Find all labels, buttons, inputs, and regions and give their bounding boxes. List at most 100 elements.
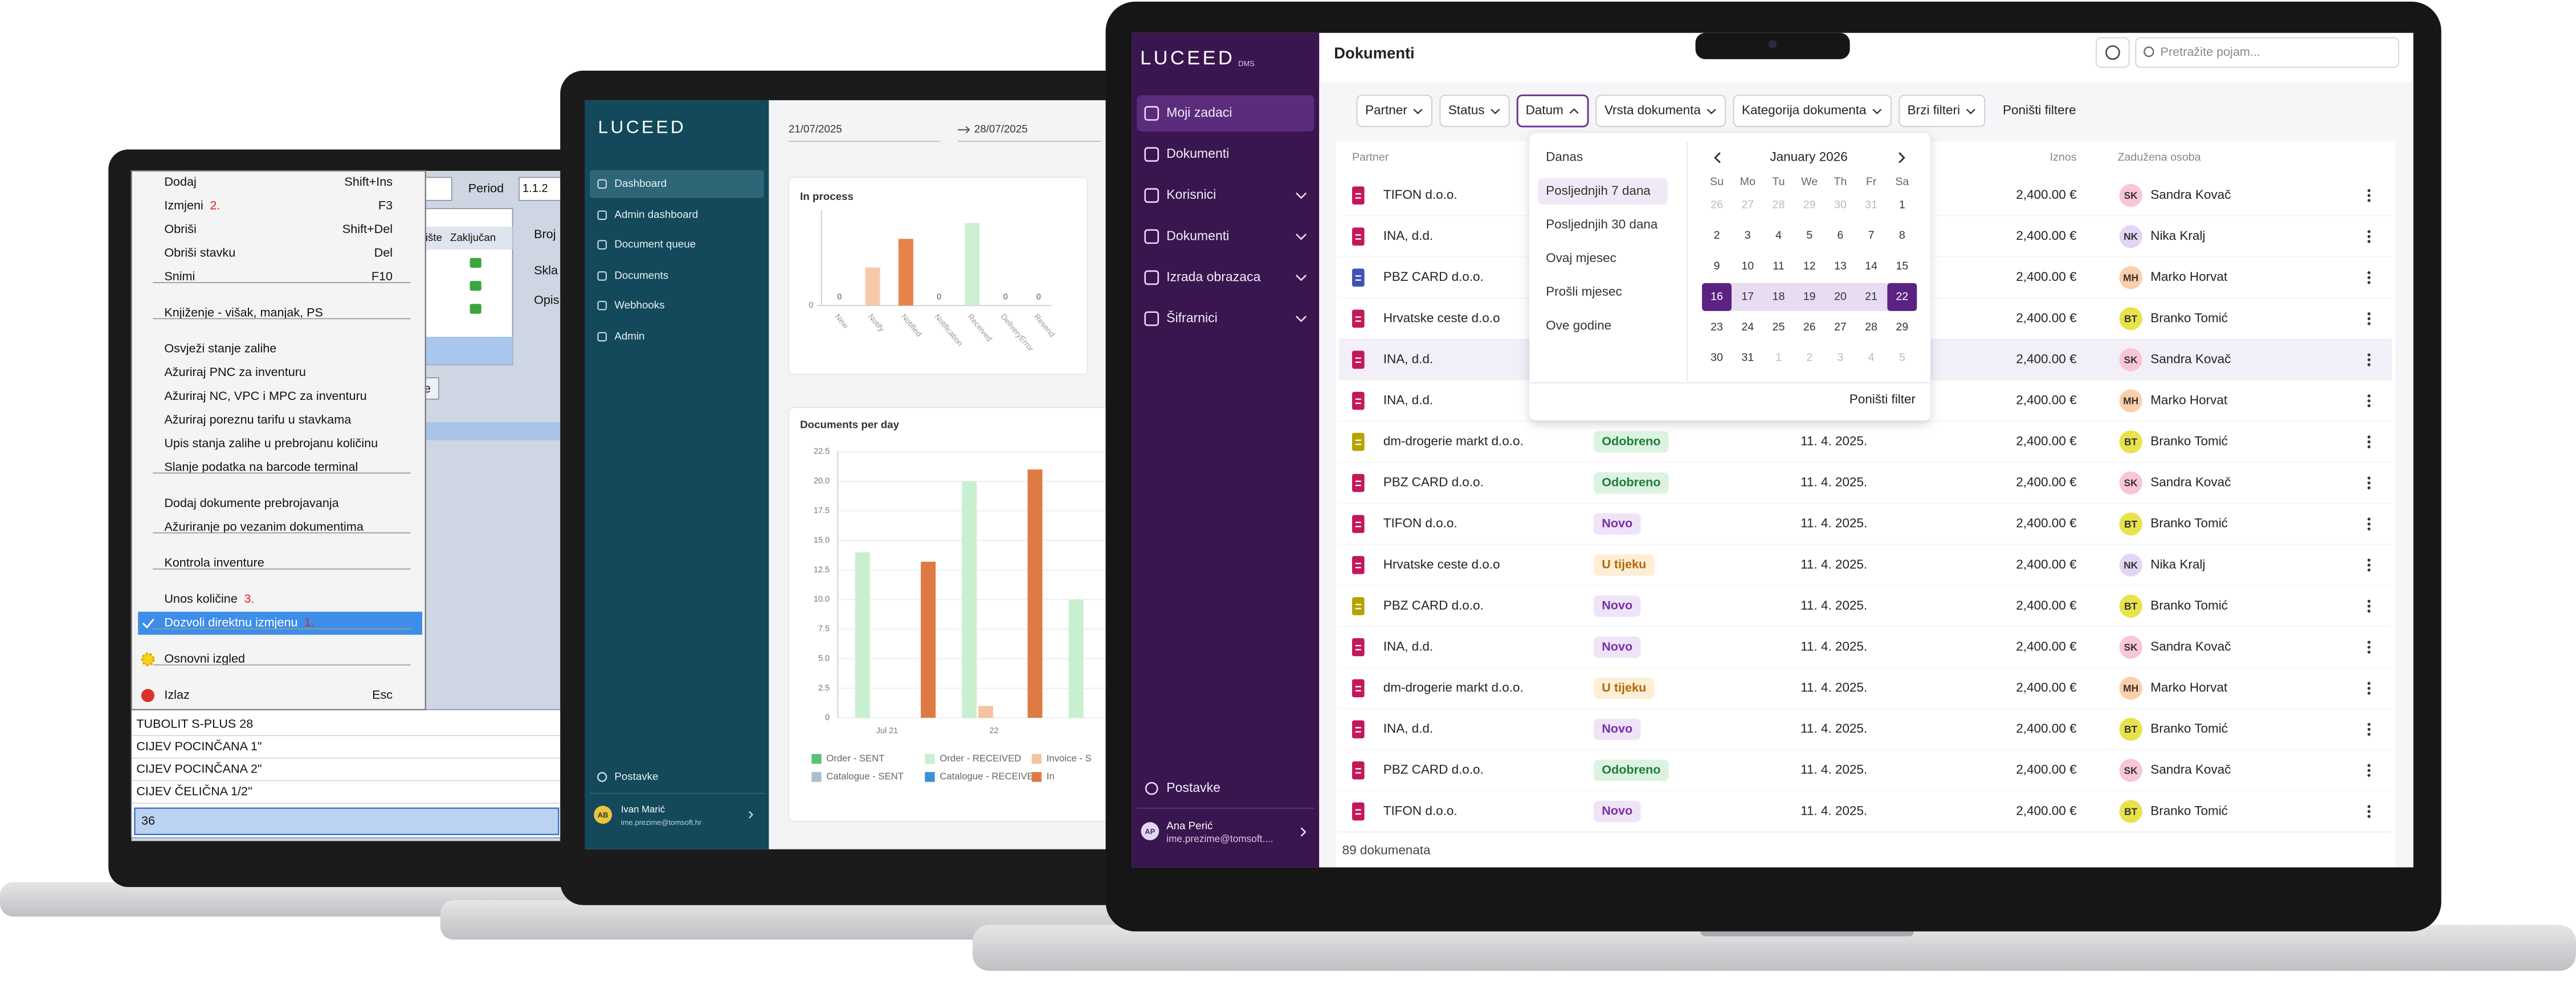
nav-item[interactable]: Dokumenti (1166, 146, 1229, 161)
prev-month[interactable] (1714, 152, 1721, 164)
nav-item[interactable]: Documents (614, 269, 668, 281)
table-row[interactable]: PBZ CARD d.o.o. Novo 11. 4. 2025. 2,400.00 … (1338, 585, 2393, 627)
menu-item[interactable]: Osnovni izgled (164, 651, 245, 665)
day[interactable]: 21 (1865, 290, 1877, 303)
filter-chip[interactable]: Brzi filteri (1899, 95, 1986, 128)
filter-label[interactable]: Vrsta dokumenta (1605, 103, 1701, 117)
day[interactable]: 19 (1803, 290, 1816, 303)
filter-label[interactable]: Partner (1365, 103, 1407, 117)
day[interactable]: 28 (1773, 199, 1785, 211)
menu-item[interactable]: Dozvoli direktnu izmjenu (164, 615, 297, 630)
filter-chip[interactable]: Datum (1516, 94, 1589, 128)
reset-filter[interactable]: Poništi filter (1850, 392, 1916, 406)
search-placeholder[interactable]: Pretražite pojam... (2161, 44, 2260, 59)
day[interactable]: 27 (1834, 321, 1847, 333)
preset[interactable]: Prošli mjesec (1546, 284, 1622, 299)
menu-item[interactable]: Obriši stavku (164, 245, 235, 259)
filter-chip[interactable]: Partner (1356, 95, 1432, 128)
menu-item[interactable]: Dodaj dokumente prebrojavanja (164, 496, 339, 510)
day[interactable]: 3 (1745, 229, 1751, 242)
next-month[interactable] (1899, 152, 1905, 164)
filter-chip[interactable]: Vrsta dokumenta (1595, 95, 1726, 128)
menu-item[interactable]: Snimi (164, 269, 195, 283)
table-row[interactable]: PBZ CARD d.o.o. Odobreno 11. 4. 2025. 2,400… (1338, 750, 2393, 792)
day[interactable]: 27 (1741, 199, 1754, 211)
day[interactable]: 2 (1806, 352, 1812, 364)
date-from[interactable]: 21/07/2025 (789, 123, 842, 135)
history-button[interactable] (2096, 37, 2130, 68)
filter-chip[interactable]: Kategorija dokumenta (1733, 95, 1892, 128)
nav-item[interactable]: Dashboard (614, 177, 667, 189)
nav-item[interactable]: Šifrarnici (1166, 309, 1218, 325)
day[interactable]: 30 (1834, 199, 1847, 211)
day[interactable]: 11 (1773, 260, 1784, 272)
day[interactable]: 16 (1710, 290, 1723, 303)
day[interactable]: 13 (1834, 260, 1847, 272)
table-row[interactable]: PBZ CARD d.o.o. Odobreno 11. 4. 2025. 2,400… (1338, 462, 2393, 504)
search-box[interactable] (2135, 37, 2399, 68)
nav-item[interactable]: Izrada obrazaca (1166, 269, 1260, 284)
day[interactable]: 5 (1899, 352, 1905, 364)
day[interactable]: 2 (1714, 229, 1720, 242)
filter-label[interactable]: Status (1448, 103, 1485, 117)
day[interactable]: 31 (1865, 199, 1877, 211)
menu-item[interactable]: Ažuriraj PNC za inventuru (164, 365, 306, 379)
preset[interactable]: Posljednjih 30 dana (1546, 217, 1658, 231)
day[interactable]: 12 (1803, 260, 1816, 272)
menu-item[interactable]: Izlaz (164, 688, 189, 702)
table-row[interactable]: INA, d.d. Novo 11. 4. 2025. 2,400.00 € BT Bra… (1338, 709, 2393, 751)
nav-item[interactable]: Admin dashboard (614, 209, 698, 220)
day[interactable]: 29 (1803, 199, 1816, 211)
menu-item[interactable]: Ažuriraj NC, VPC i MPC za inventuru (164, 389, 366, 403)
menu-item[interactable]: Obriši (164, 222, 196, 236)
day[interactable]: 18 (1773, 290, 1785, 303)
day[interactable]: 31 (1741, 352, 1754, 364)
menu-item[interactable]: Osvježi stanje zalihe (164, 341, 276, 355)
day[interactable]: 9 (1714, 260, 1720, 272)
day[interactable]: 26 (1803, 321, 1816, 333)
day[interactable]: 25 (1773, 321, 1785, 333)
nav-item[interactable]: Moji zadaci (1166, 105, 1232, 120)
menu-item[interactable]: Ažuriraj poreznu tarifu u stavkama (164, 412, 352, 426)
table-row[interactable]: TIFON d.o.o. Novo 11. 4. 2025. 2,400.00 € BT… (1338, 791, 2393, 833)
day[interactable]: 26 (1710, 199, 1723, 211)
preset[interactable]: Posljednjih 7 dana (1546, 183, 1651, 198)
nav-item[interactable]: Korisnici (1166, 187, 1216, 202)
nav-item[interactable]: Admin (614, 330, 644, 342)
filter-label[interactable]: Datum (1526, 103, 1563, 117)
day[interactable]: 1 (1775, 352, 1782, 364)
table-row[interactable]: Hrvatske ceste d.o.o U tijeku 11. 4. 2025.… (1338, 544, 2393, 586)
preset[interactable]: Danas (1546, 150, 1583, 164)
preset[interactable]: Ove godine (1546, 318, 1611, 332)
reset-filters[interactable]: Poništi filtere (2003, 103, 2076, 117)
date-to[interactable]: 28/07/2025 (974, 123, 1028, 135)
nav-item[interactable]: Postavke (1166, 780, 1220, 795)
day[interactable]: 23 (1710, 321, 1723, 333)
preset[interactable]: Ovaj mjesec (1546, 251, 1616, 265)
nav-item[interactable]: Postavke (614, 770, 658, 782)
day[interactable]: 22 (1896, 290, 1908, 303)
day[interactable]: 10 (1741, 260, 1754, 272)
day[interactable]: 28 (1865, 321, 1877, 333)
table-row[interactable]: dm-drogerie markt d.o.o. U tijeku 11. 4. 2… (1338, 668, 2393, 710)
day[interactable]: 24 (1741, 321, 1754, 333)
menu-item[interactable]: Slanje podatka na barcode terminal (164, 459, 358, 473)
menu-item[interactable]: Izmjeni (164, 198, 203, 212)
day[interactable]: 7 (1868, 229, 1875, 242)
nav-item[interactable]: Webhooks (614, 299, 664, 310)
menu-item[interactable]: Unos količine (164, 591, 238, 606)
filter-chip[interactable]: Status (1439, 95, 1510, 128)
menu-item[interactable]: Ažuriranje po vezanim dokumentima (164, 519, 364, 533)
day[interactable]: 17 (1741, 290, 1754, 303)
menu-item[interactable]: Kontrola inventure (164, 555, 264, 570)
table-row[interactable]: TIFON d.o.o. Novo 11. 4. 2025. 2,400.00 € BT… (1338, 503, 2393, 545)
nav-item[interactable]: Document queue (614, 238, 696, 250)
day[interactable]: 6 (1837, 229, 1843, 242)
nav-item[interactable]: Dokumenti (1166, 228, 1229, 243)
menu-item[interactable]: Upis stanja zalihe u prebrojanu količinu (164, 436, 378, 450)
day[interactable]: 29 (1896, 321, 1908, 333)
filter-label[interactable]: Brzi filteri (1908, 103, 1960, 117)
day[interactable]: 4 (1868, 352, 1875, 364)
day[interactable]: 1 (1899, 199, 1905, 211)
menu-item[interactable]: Dodaj (164, 174, 196, 189)
